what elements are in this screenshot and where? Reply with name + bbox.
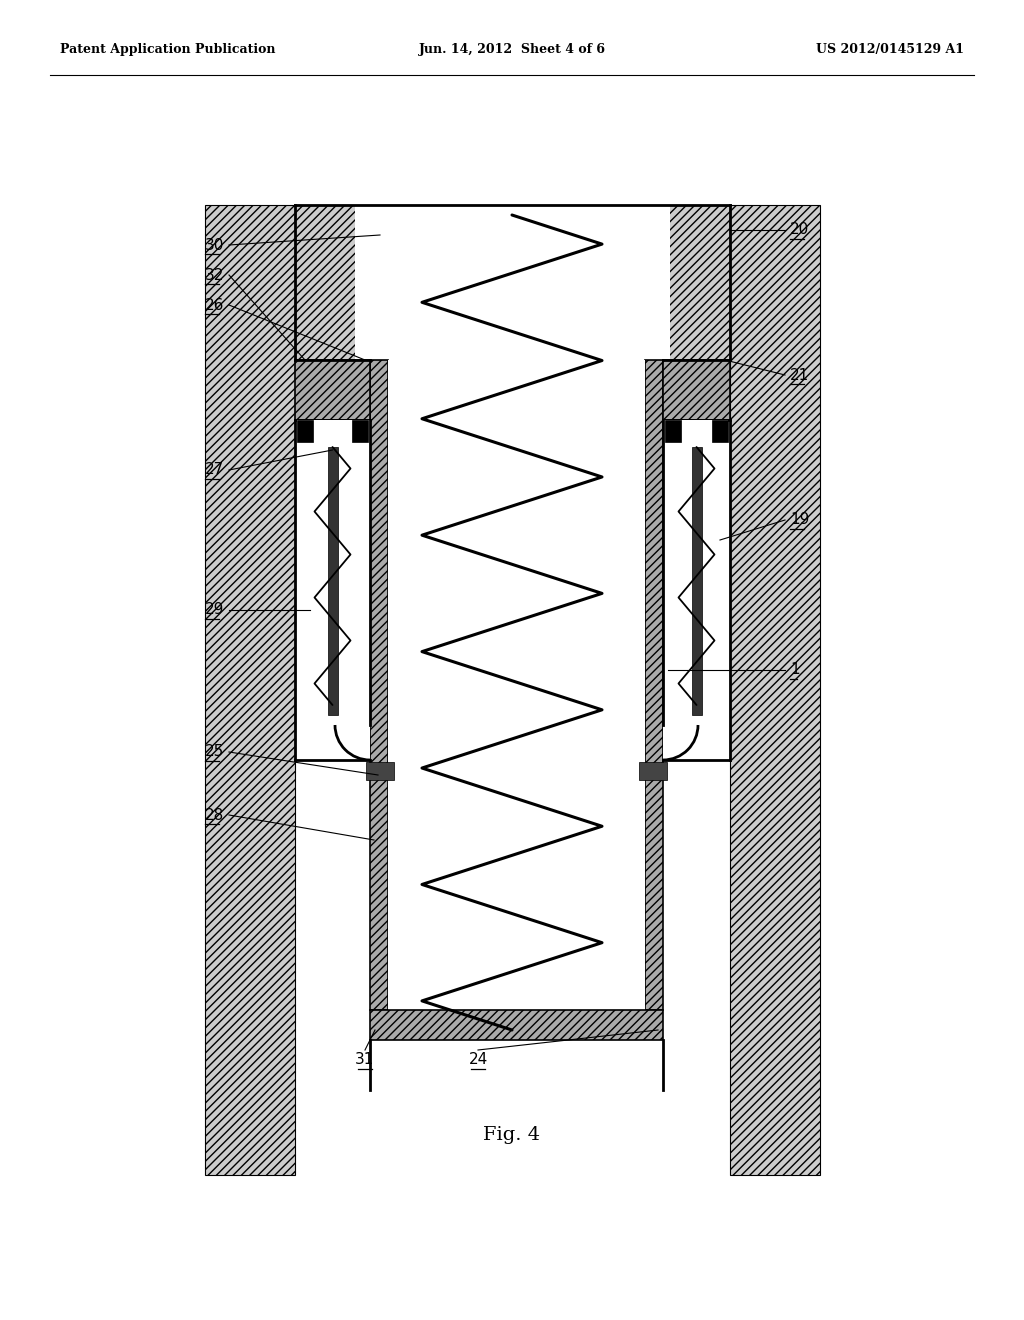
Text: 26: 26 xyxy=(205,297,224,313)
Text: 20: 20 xyxy=(790,223,809,238)
Bar xyxy=(712,420,728,442)
Bar xyxy=(352,420,368,442)
Bar xyxy=(297,420,370,760)
Text: US 2012/0145129 A1: US 2012/0145129 A1 xyxy=(816,44,964,57)
Bar xyxy=(297,420,313,442)
Bar xyxy=(663,360,730,420)
Bar xyxy=(295,205,730,360)
Bar xyxy=(205,205,295,1175)
Text: 24: 24 xyxy=(468,1052,487,1068)
Text: Jun. 14, 2012  Sheet 4 of 6: Jun. 14, 2012 Sheet 4 of 6 xyxy=(419,44,605,57)
Bar xyxy=(663,420,728,760)
Text: 1: 1 xyxy=(790,663,800,677)
Bar xyxy=(639,762,667,780)
Bar xyxy=(370,1010,663,1040)
Bar xyxy=(730,205,820,1175)
Text: 29: 29 xyxy=(205,602,224,618)
Text: Fig. 4: Fig. 4 xyxy=(483,1126,541,1144)
Text: 28: 28 xyxy=(205,808,224,822)
Bar xyxy=(355,205,670,360)
Bar xyxy=(691,447,701,715)
Text: 31: 31 xyxy=(355,1052,375,1068)
Bar xyxy=(665,420,681,442)
Bar xyxy=(328,447,338,715)
Bar xyxy=(370,360,388,1010)
Bar xyxy=(366,762,394,780)
Text: Patent Application Publication: Patent Application Publication xyxy=(60,44,275,57)
Text: 30: 30 xyxy=(205,238,224,252)
Text: 19: 19 xyxy=(790,512,809,528)
Text: 27: 27 xyxy=(205,462,224,478)
Text: 21: 21 xyxy=(790,367,809,383)
Bar xyxy=(388,360,645,1010)
Bar xyxy=(295,360,370,420)
Text: 25: 25 xyxy=(205,744,224,759)
Bar xyxy=(645,360,663,1010)
Text: 32: 32 xyxy=(205,268,224,282)
